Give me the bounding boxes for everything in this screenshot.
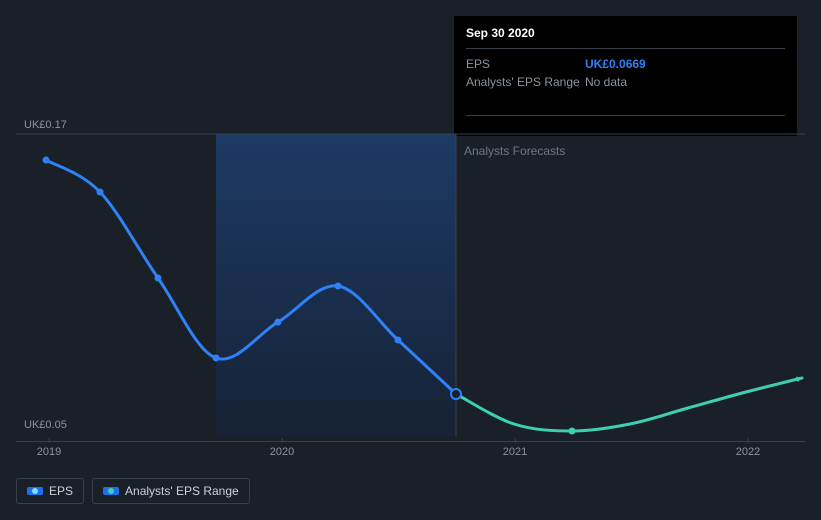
data-point — [97, 189, 104, 196]
data-point — [275, 319, 282, 326]
x-axis-tick: 2022 — [736, 446, 760, 458]
legend-swatch-icon — [103, 487, 119, 495]
series-forecast-points — [569, 428, 576, 435]
chart-svg — [16, 120, 805, 440]
data-point — [43, 157, 50, 164]
tooltip-row-eps: EPS UK£0.0669 — [466, 55, 785, 73]
data-point — [155, 275, 162, 282]
hover-tooltip: Sep 30 2020 EPS UK£0.0669 Analysts' EPS … — [454, 16, 797, 136]
legend-item-range[interactable]: Analysts' EPS Range — [92, 478, 250, 504]
tooltip-value: No data — [585, 75, 627, 89]
legend-label: EPS — [49, 484, 73, 498]
tooltip-key: EPS — [466, 57, 585, 71]
tooltip-key: Analysts' EPS Range — [466, 75, 585, 89]
data-point — [569, 428, 576, 435]
data-point — [395, 337, 402, 344]
x-axis: 2019 2020 2021 2022 — [16, 441, 805, 461]
legend-item-eps[interactable]: EPS — [16, 478, 84, 504]
legend-label: Analysts' EPS Range — [125, 484, 239, 498]
tooltip-date: Sep 30 2020 — [466, 26, 785, 46]
legend: EPS Analysts' EPS Range — [16, 478, 250, 504]
series-forecast-line — [456, 378, 802, 431]
x-axis-tick: 2019 — [37, 446, 61, 458]
data-point — [213, 355, 220, 362]
tooltip-divider — [466, 115, 785, 116]
hover-point — [451, 389, 461, 399]
legend-swatch-icon — [27, 487, 43, 495]
tooltip-row-range: Analysts' EPS Range No data — [466, 73, 785, 91]
tooltip-value: UK£0.0669 — [585, 57, 646, 71]
x-axis-tick: 2021 — [503, 446, 527, 458]
chart-area[interactable]: UK£0.17 UK£0.05 Actual Analysts Forecast… — [16, 120, 805, 440]
x-axis-tick: 2020 — [270, 446, 294, 458]
tooltip-divider — [466, 48, 785, 49]
data-point — [335, 283, 342, 290]
